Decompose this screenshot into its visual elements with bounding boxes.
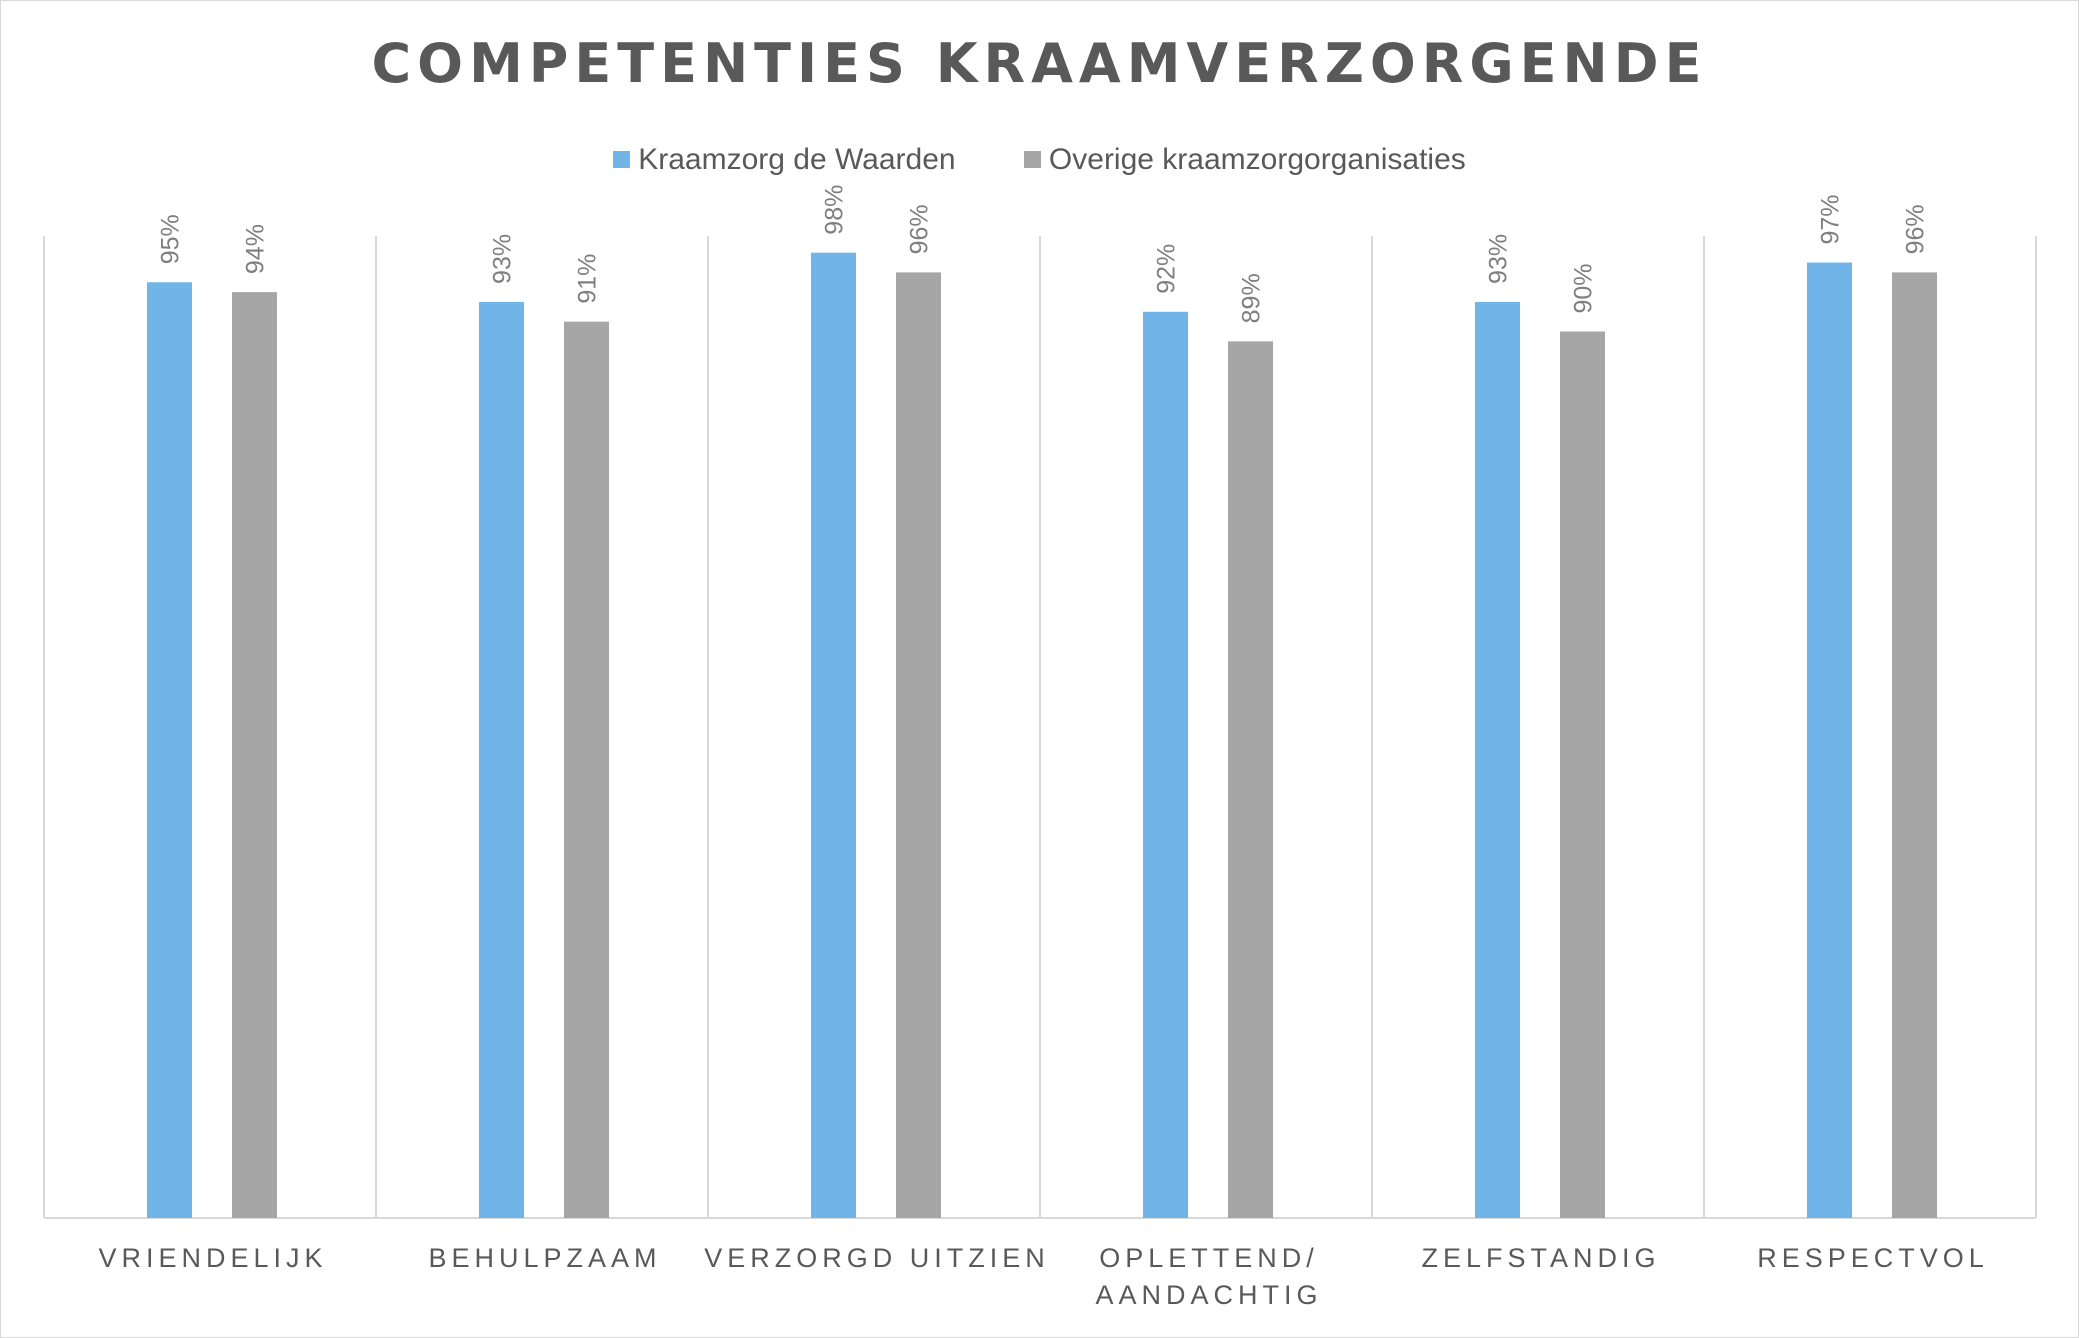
category-label: VERZORGD UITZIEN — [704, 1243, 1050, 1273]
data-label: 92% — [1153, 244, 1181, 294]
data-label: 94% — [242, 224, 270, 274]
data-label: 96% — [1902, 204, 1930, 254]
legend: Kraamzorg de Waarden Overige kraamzorgor… — [0, 143, 2079, 177]
category-label: RESPECTVOL — [1757, 1243, 1989, 1273]
data-label: 95% — [157, 214, 185, 264]
bar-overige-3 — [896, 272, 941, 1218]
category-label: ZELFSTANDIG — [1421, 1243, 1660, 1273]
bar-overige-6 — [1892, 272, 1937, 1218]
bar-kraamzorg-de-waarden-6 — [1807, 262, 1852, 1218]
data-label: 91% — [574, 254, 602, 304]
bar-overige-2 — [564, 321, 609, 1218]
data-label: 89% — [1238, 273, 1266, 323]
bar-kraamzorg-de-waarden-3 — [811, 252, 856, 1218]
data-label: 96% — [906, 204, 934, 254]
bar-overige-1 — [232, 292, 277, 1219]
legend-entry-kraamzorg-de-waarden: Kraamzorg de Waarden — [613, 143, 956, 177]
data-label: 90% — [1570, 263, 1598, 313]
data-label: 97% — [1817, 195, 1845, 245]
category-label: OPLETTEND/ — [1099, 1243, 1319, 1273]
legend-swatch-overige-kraamzorgorganisaties — [1023, 151, 1041, 168]
category-label: BEHULPZAAM — [428, 1243, 661, 1273]
bar-kraamzorg-de-waarden-4 — [1143, 311, 1188, 1218]
bar-overige-5 — [1560, 331, 1605, 1218]
legend-label: Kraamzorg de Waarden — [638, 143, 956, 176]
legend-entry-overige-kraamzorgorganisaties: Overige kraamzorgorganisaties — [1023, 143, 1466, 177]
bar-kraamzorg-de-waarden-1 — [147, 282, 192, 1218]
data-label: 98% — [821, 185, 849, 235]
data-label: 93% — [1485, 234, 1513, 284]
bar-kraamzorg-de-waarden-5 — [1475, 301, 1520, 1218]
legend-swatch-kraamzorg-de-waarden — [613, 151, 631, 168]
bar-kraamzorg-de-waarden-2 — [479, 301, 524, 1218]
bar-overige-4 — [1228, 341, 1273, 1219]
category-label: AANDACHTIG — [1095, 1280, 1322, 1310]
data-label: 93% — [489, 234, 517, 284]
legend-label: Overige kraamzorgorganisaties — [1048, 143, 1466, 176]
chart-title: COMPETENTIES KRAAMVERZORGENDE — [371, 32, 1708, 95]
category-label: VRIENDELIJK — [98, 1243, 327, 1273]
